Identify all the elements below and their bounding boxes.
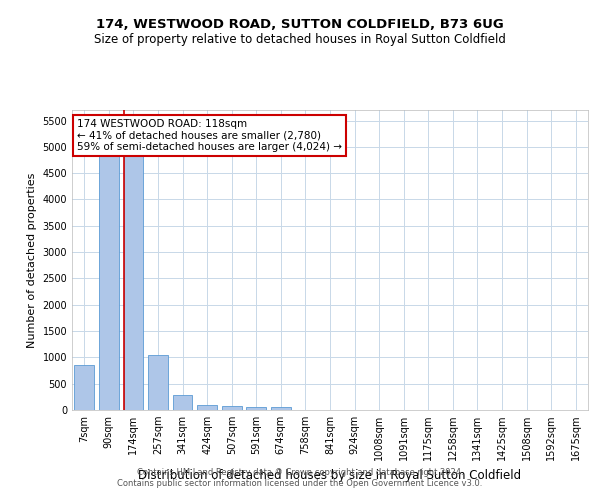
Bar: [247, 407, 266, 410]
X-axis label: Distribution of detached houses by size in Royal Sutton Coldfield: Distribution of detached houses by size …: [139, 468, 521, 481]
Bar: [124, 121, 143, 410]
Text: Size of property relative to detached houses in Royal Sutton Coldfield: Size of property relative to detached ho…: [94, 32, 506, 46]
Text: 174, WESTWOOD ROAD, SUTTON COLDFIELD, B73 6UG: 174, WESTWOOD ROAD, SUTTON COLDFIELD, B7…: [96, 18, 504, 30]
Y-axis label: Number of detached properties: Number of detached properties: [27, 172, 37, 348]
Bar: [148, 354, 168, 410]
Bar: [173, 396, 193, 410]
Bar: [222, 406, 242, 410]
Bar: [271, 407, 290, 410]
Bar: [74, 366, 94, 410]
Bar: [99, 120, 119, 410]
Bar: [197, 404, 217, 410]
Text: Contains HM Land Registry data © Crown copyright and database right 2024.
Contai: Contains HM Land Registry data © Crown c…: [118, 468, 482, 487]
Text: 174 WESTWOOD ROAD: 118sqm
← 41% of detached houses are smaller (2,780)
59% of se: 174 WESTWOOD ROAD: 118sqm ← 41% of detac…: [77, 119, 342, 152]
